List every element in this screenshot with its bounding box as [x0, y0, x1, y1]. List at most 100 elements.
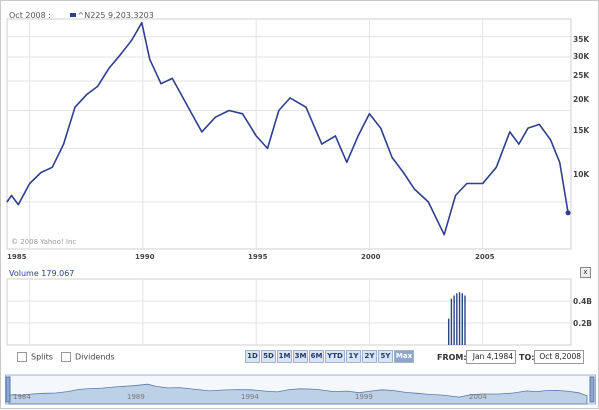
navigator-tick-label: 1984	[13, 393, 31, 401]
splits-checkbox[interactable]: Splits	[17, 352, 53, 362]
y-tick-label: 35K	[573, 35, 590, 44]
volume-bar	[461, 293, 463, 345]
price-data-point	[241, 113, 244, 115]
last-price-marker	[565, 210, 571, 216]
navigator-tick-label: 2004	[469, 393, 487, 401]
range-1d-button[interactable]: 1D	[245, 350, 260, 363]
range-3m-button[interactable]: 3M	[293, 350, 308, 363]
price-data-point	[141, 22, 143, 24]
price-data-point	[97, 85, 99, 88]
volume-tick-label: 0.4B	[573, 297, 593, 306]
price-data-point	[255, 135, 257, 137]
price-data-point	[346, 161, 348, 163]
price-data-point	[119, 54, 121, 56]
price-data-point	[482, 182, 484, 185]
price-data-point	[6, 201, 8, 203]
x-tick-label: 1990	[135, 253, 155, 261]
volume-legend: Volume 179.067	[9, 269, 74, 278]
from-date-input[interactable]: Jan 4,1984	[466, 350, 516, 364]
price-data-point	[108, 67, 110, 70]
controls-row: Splits Dividends 1D 5D 1M 3M 6M YTD 1Y 2…	[1, 348, 599, 368]
price-data-point	[29, 182, 31, 185]
price-plot-frame	[6, 18, 572, 250]
volume-bar	[456, 293, 458, 345]
navigator-right-handle[interactable]	[589, 376, 595, 403]
price-data-point	[74, 106, 76, 108]
dividends-checkbox[interactable]: Dividends	[61, 352, 115, 362]
x-tick-label: 2000	[361, 253, 381, 261]
price-data-point	[357, 135, 359, 137]
price-data-point	[402, 171, 404, 174]
copyright-text: © 2008 Yahoo! Inc	[11, 238, 77, 246]
y-tick-label: 20K	[573, 95, 590, 104]
price-data-point	[380, 127, 382, 129]
price-data-point	[527, 127, 529, 129]
legend-symbol-value: ^N225 9,203.3203	[77, 11, 154, 20]
volume-bar	[447, 318, 450, 345]
price-data-point	[289, 97, 291, 99]
range-5y-button[interactable]: 5Y	[378, 350, 393, 363]
range-5d-button[interactable]: 5D	[261, 350, 276, 363]
checkbox-icon	[17, 352, 27, 362]
navigator-tick-label: 1999	[355, 393, 373, 401]
range-max-button[interactable]: Max	[394, 350, 414, 363]
price-data-point	[171, 77, 173, 80]
x-tick-label: 1985	[7, 253, 27, 261]
range-6m-button[interactable]: 6M	[309, 350, 324, 363]
from-label: FROM:	[437, 353, 467, 362]
to-label: TO:	[519, 353, 535, 362]
navigator-left-handle[interactable]	[5, 376, 11, 403]
volume-bar	[464, 295, 466, 345]
price-data-point	[10, 194, 13, 197]
price-data-point	[63, 143, 65, 145]
price-data-point	[538, 123, 540, 125]
range-ytd-button[interactable]: YTD	[325, 350, 345, 363]
price-data-point	[391, 156, 393, 159]
navigator-chart[interactable]	[5, 373, 596, 406]
x-tick-label: 2005	[475, 253, 495, 261]
volume-bar	[458, 292, 461, 345]
volume-bar	[450, 298, 453, 345]
navigator-tick-label: 1994	[241, 393, 259, 401]
chart-legend: Oct 2008 : ^N225 9,203.3203	[9, 11, 154, 20]
volume-plot-frame	[6, 278, 572, 346]
range-1m-button[interactable]: 1M	[277, 350, 292, 363]
to-date-input[interactable]: Oct 8,2008	[534, 350, 584, 364]
volume-legend-text: Volume 179.067	[9, 269, 75, 278]
price-data-point	[51, 166, 53, 168]
price-data-point	[509, 131, 511, 133]
navigator-tick-label: 1989	[127, 393, 145, 401]
price-data-point	[85, 94, 87, 96]
series-swatch-icon	[69, 13, 76, 17]
range-1y-button[interactable]: 1Y	[346, 350, 361, 363]
checkbox-icon	[61, 352, 71, 362]
volume-bar	[453, 295, 455, 345]
range-2y-button[interactable]: 2Y	[362, 350, 377, 363]
y-tick-label: 25K	[573, 71, 590, 80]
price-data-point	[40, 171, 42, 174]
price-data-point	[149, 58, 151, 60]
price-data-point	[187, 106, 189, 108]
dividends-label: Dividends	[75, 352, 115, 362]
price-data-point	[550, 139, 552, 141]
price-data-point	[518, 143, 520, 145]
price-data-point	[368, 113, 371, 115]
price-data-point	[305, 106, 307, 108]
y-tick-label: 30K	[573, 52, 590, 61]
close-volume-button[interactable]: x	[580, 267, 591, 278]
range-navigator[interactable]: 1984 1989 1994 1999 2004	[5, 373, 596, 406]
price-data-point	[160, 83, 162, 85]
y-tick-label: 10K	[573, 170, 590, 179]
navigator-area	[8, 383, 588, 405]
price-data-point	[334, 135, 337, 137]
legend-date: Oct 2008 :	[9, 11, 51, 20]
price-data-point	[414, 188, 416, 190]
price-data-point	[214, 116, 216, 118]
price-data-point	[228, 109, 230, 112]
price-data-point	[443, 234, 445, 236]
price-data-point	[427, 201, 429, 203]
splits-label: Splits	[31, 352, 53, 362]
price-data-point	[321, 143, 323, 145]
